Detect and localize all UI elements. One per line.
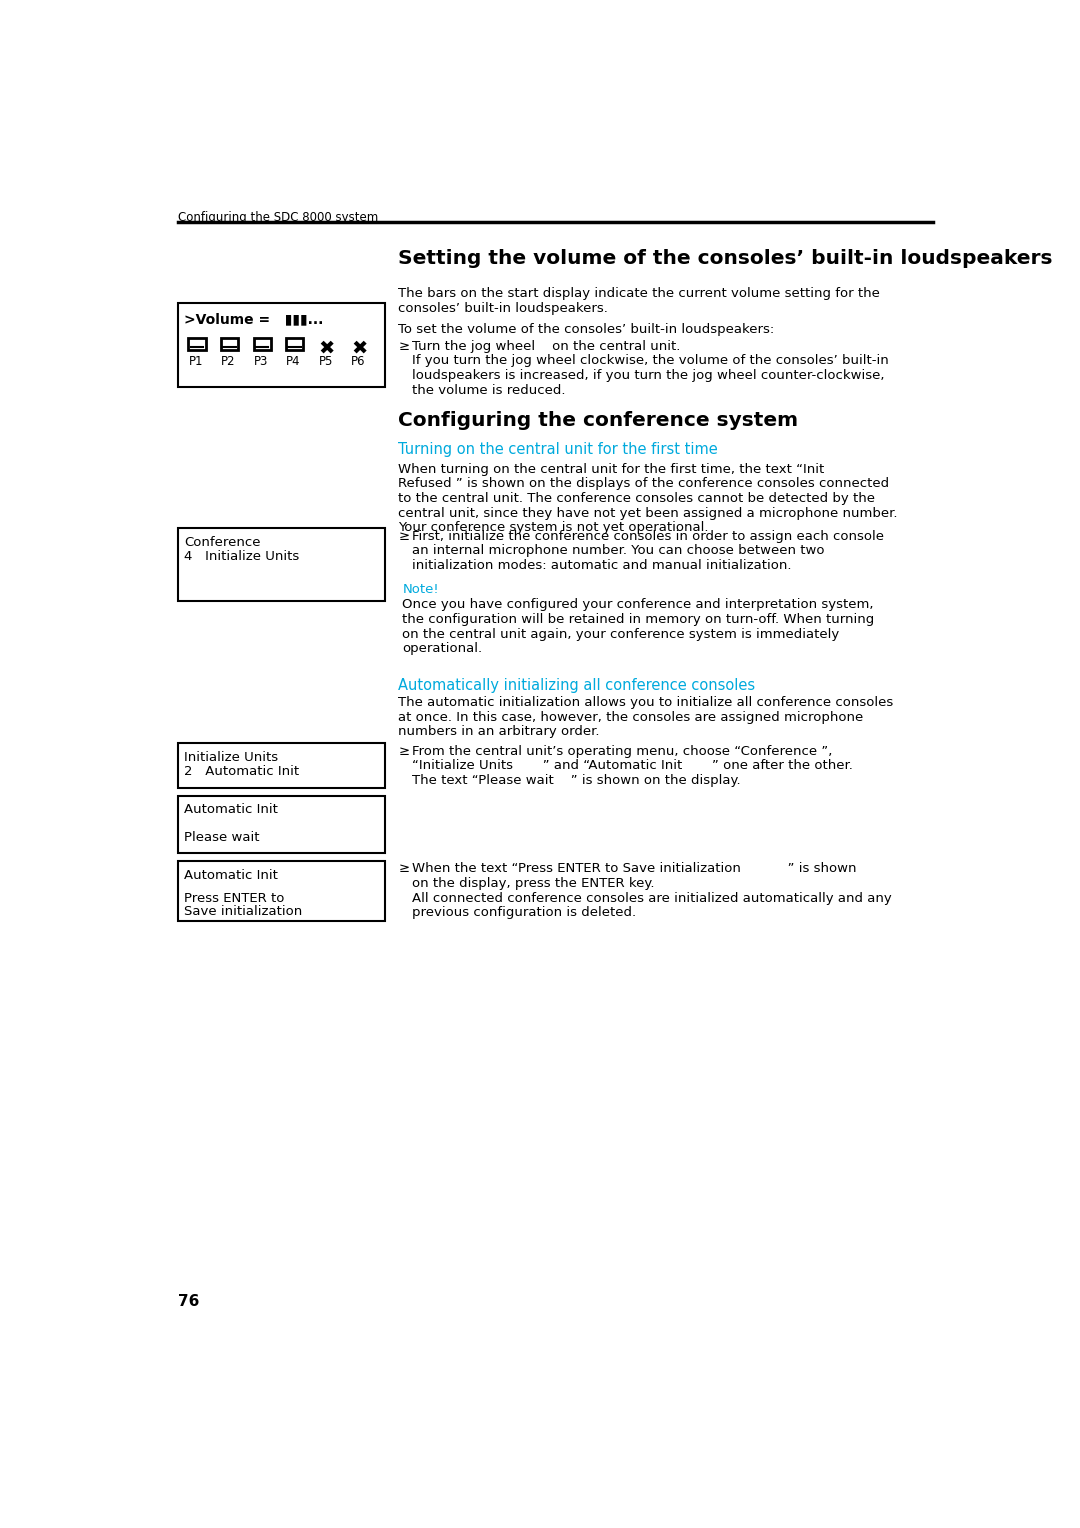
Text: ≥: ≥ bbox=[399, 339, 409, 353]
Text: First, initialize the conference consoles in order to assign each console: First, initialize the conference console… bbox=[413, 530, 885, 542]
Text: ✖: ✖ bbox=[351, 338, 367, 358]
Text: 2   Automatic Init: 2 Automatic Init bbox=[184, 764, 299, 778]
Text: Conference: Conference bbox=[184, 536, 260, 549]
Text: on the display, press the ENTER key.: on the display, press the ENTER key. bbox=[413, 877, 654, 891]
Text: Setting the volume of the consoles’ built-in loudspeakers: Setting the volume of the consoles’ buil… bbox=[399, 249, 1053, 267]
Text: P6: P6 bbox=[351, 354, 366, 368]
Text: Note!: Note! bbox=[403, 584, 438, 596]
Text: P2: P2 bbox=[221, 354, 235, 368]
Text: P1: P1 bbox=[189, 354, 203, 368]
Text: ≥: ≥ bbox=[399, 744, 409, 758]
Text: When turning on the central unit for the first time, the text “Init: When turning on the central unit for the… bbox=[399, 463, 825, 475]
Text: When the text “Press ENTER to Save initialization           ” is shown: When the text “Press ENTER to Save initi… bbox=[413, 862, 856, 876]
Text: Please wait: Please wait bbox=[184, 831, 259, 843]
Text: “Initialize Units       ” and “Automatic Init       ” one after the other.: “Initialize Units ” and “Automatic Init … bbox=[413, 759, 853, 772]
Text: ✖: ✖ bbox=[319, 338, 335, 358]
Text: Refused ” is shown on the displays of the conference consoles connected: Refused ” is shown on the displays of th… bbox=[399, 477, 890, 490]
Text: Automatic Init: Automatic Init bbox=[184, 804, 278, 816]
Text: The text “Please wait    ” is shown on the display.: The text “Please wait ” is shown on the … bbox=[413, 775, 741, 787]
Text: Press ENTER to: Press ENTER to bbox=[184, 892, 284, 905]
Text: From the central unit’s operating menu, choose “Conference ”,: From the central unit’s operating menu, … bbox=[413, 744, 833, 758]
FancyBboxPatch shape bbox=[189, 338, 205, 350]
FancyBboxPatch shape bbox=[177, 529, 386, 602]
Text: If you turn the jog wheel clockwise, the volume of the consoles’ built-in: If you turn the jog wheel clockwise, the… bbox=[413, 354, 889, 367]
Text: P4: P4 bbox=[286, 354, 300, 368]
Text: ≥: ≥ bbox=[399, 862, 409, 876]
Text: at once. In this case, however, the consoles are assigned microphone: at once. In this case, however, the cons… bbox=[399, 711, 864, 724]
FancyBboxPatch shape bbox=[177, 796, 386, 853]
Text: The bars on the start display indicate the current volume setting for the: The bars on the start display indicate t… bbox=[399, 287, 880, 301]
FancyBboxPatch shape bbox=[177, 860, 386, 921]
Text: central unit, since they have not yet been assigned a microphone number.: central unit, since they have not yet be… bbox=[399, 507, 897, 520]
Text: 76: 76 bbox=[177, 1294, 199, 1309]
FancyBboxPatch shape bbox=[177, 743, 386, 788]
Text: operational.: operational. bbox=[403, 642, 483, 656]
Text: previous configuration is deleted.: previous configuration is deleted. bbox=[413, 906, 636, 920]
Text: To set the volume of the consoles’ built-in loudspeakers:: To set the volume of the consoles’ built… bbox=[399, 322, 774, 336]
Text: Configuring the SDC 8000 system: Configuring the SDC 8000 system bbox=[177, 211, 378, 225]
Text: ≥: ≥ bbox=[399, 530, 409, 542]
Text: Once you have configured your conference and interpretation system,: Once you have configured your conference… bbox=[403, 599, 874, 611]
Text: All connected conference consoles are initialized automatically and any: All connected conference consoles are in… bbox=[413, 892, 892, 905]
FancyBboxPatch shape bbox=[221, 338, 238, 350]
Text: to the central unit. The conference consoles cannot be detected by the: to the central unit. The conference cons… bbox=[399, 492, 876, 506]
Text: Initialize Units: Initialize Units bbox=[184, 750, 278, 764]
FancyBboxPatch shape bbox=[286, 338, 303, 350]
Text: the volume is reduced.: the volume is reduced. bbox=[413, 384, 566, 397]
Text: loudspeakers is increased, if you turn the jog wheel counter-clockwise,: loudspeakers is increased, if you turn t… bbox=[413, 368, 885, 382]
Text: the configuration will be retained in memory on turn-off. When turning: the configuration will be retained in me… bbox=[403, 613, 875, 626]
FancyBboxPatch shape bbox=[254, 338, 271, 350]
Text: Turn the jog wheel    on the central unit.: Turn the jog wheel on the central unit. bbox=[413, 339, 680, 353]
Text: Turning on the central unit for the first time: Turning on the central unit for the firs… bbox=[399, 442, 718, 457]
Text: consoles’ built-in loudspeakers.: consoles’ built-in loudspeakers. bbox=[399, 303, 608, 315]
Text: Automatically initializing all conference consoles: Automatically initializing all conferenc… bbox=[399, 678, 756, 694]
Text: >Volume =   ▮▮▮...: >Volume = ▮▮▮... bbox=[184, 312, 323, 325]
Text: P5: P5 bbox=[319, 354, 333, 368]
Text: 4   Initialize Units: 4 Initialize Units bbox=[184, 550, 299, 562]
Text: P3: P3 bbox=[254, 354, 268, 368]
FancyBboxPatch shape bbox=[177, 303, 386, 388]
Text: on the central unit again, your conference system is immediately: on the central unit again, your conferen… bbox=[403, 628, 839, 640]
Text: numbers in an arbitrary order.: numbers in an arbitrary order. bbox=[399, 726, 600, 738]
Text: an internal microphone number. You can choose between two: an internal microphone number. You can c… bbox=[413, 544, 825, 558]
Text: Configuring the conference system: Configuring the conference system bbox=[399, 411, 798, 429]
Text: Save initialization: Save initialization bbox=[184, 905, 302, 918]
Text: Automatic Init: Automatic Init bbox=[184, 868, 278, 882]
Text: Your conference system is not yet operational.: Your conference system is not yet operat… bbox=[399, 521, 708, 535]
Text: initialization modes: automatic and manual initialization.: initialization modes: automatic and manu… bbox=[413, 559, 792, 571]
Text: The automatic initialization allows you to initialize all conference consoles: The automatic initialization allows you … bbox=[399, 697, 894, 709]
